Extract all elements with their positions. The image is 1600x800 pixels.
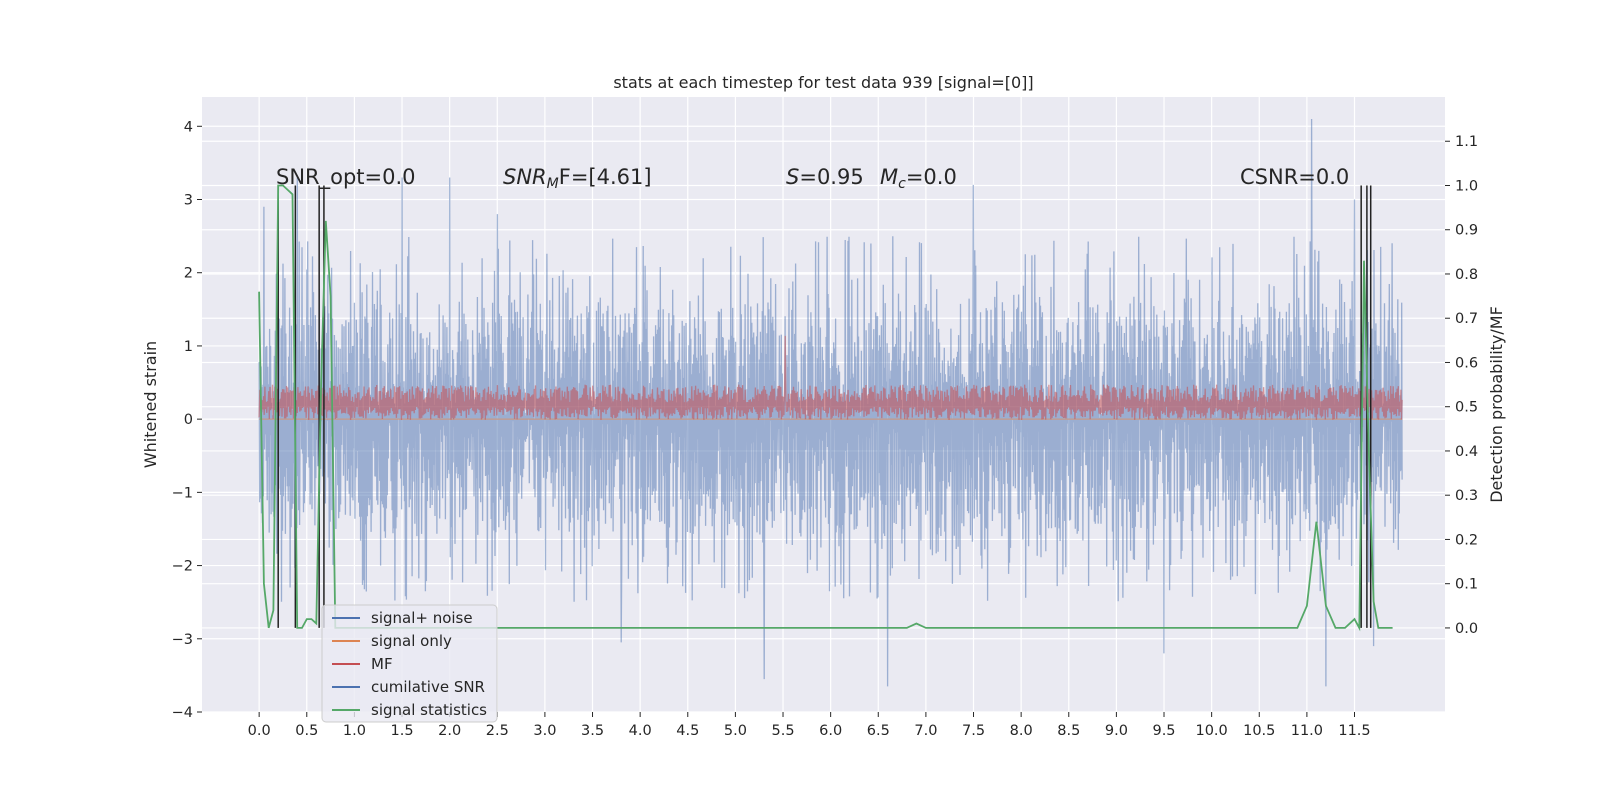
- y-left-tick-label: −1: [172, 485, 193, 501]
- y-right-tick-label: 0.6: [1455, 355, 1478, 371]
- y-left-tick-label: −2: [172, 559, 193, 575]
- y-left-axis-label: Whitened strain: [141, 341, 160, 468]
- series-signal-statistics: [258, 184, 1393, 632]
- y-right-tick-label: 0.1: [1455, 577, 1478, 593]
- legend-label: signal only: [371, 632, 452, 650]
- x-tick-label: 7.5: [962, 723, 985, 739]
- x-tick-label: 8.5: [1057, 723, 1080, 739]
- x-tick-label: 3.0: [533, 723, 556, 739]
- y-right-tick-label: 0.9: [1455, 223, 1478, 239]
- y-right-tick-label: 0.8: [1455, 267, 1478, 283]
- x-tick-label: 2.5: [486, 723, 509, 739]
- x-tick-label: 6.5: [867, 723, 890, 739]
- legend: signal+ noise signal only MF cumilative SNR…: [321, 604, 498, 723]
- x-tick-label: 10.0: [1195, 723, 1227, 739]
- y-left-tick-label: 1: [184, 339, 193, 355]
- x-tick-label: 5.0: [724, 723, 747, 739]
- annotation-mc: Mc=0.0: [880, 165, 957, 192]
- y-left-tick-label: −4: [172, 705, 193, 721]
- y-right-tick-label: 0.3: [1455, 488, 1478, 504]
- legend-label: signal statistics: [371, 701, 487, 719]
- y-left-tick-label: 0: [184, 412, 193, 428]
- x-tick-label: 0.0: [248, 723, 271, 739]
- annotation-snr-opt: SNR_opt=0.0: [276, 165, 416, 190]
- y-right-tick-label: 0.7: [1455, 311, 1478, 327]
- x-tick-label: 2.0: [438, 723, 461, 739]
- x-tick-label: 4.5: [676, 723, 699, 739]
- x-tick-label: 4.0: [629, 723, 652, 739]
- y-left-tick-label: 4: [184, 119, 193, 135]
- y-right-axis-label: Detection probability/MF: [1487, 306, 1506, 503]
- x-tick-label: 9.5: [1152, 723, 1175, 739]
- x-tick-label: 1.0: [343, 723, 366, 739]
- y-right-tick-label: 0.0: [1455, 621, 1478, 637]
- x-tick-label: 9.0: [1105, 723, 1128, 739]
- y-left-tick-label: 3: [184, 193, 193, 209]
- y-right-tick-label: 0.5: [1455, 400, 1478, 416]
- x-tick-label: 3.5: [581, 723, 604, 739]
- series-signal-noise: [258, 118, 1403, 687]
- y-right-tick-label: 0.4: [1455, 444, 1478, 460]
- x-tick-label: 10.5: [1243, 723, 1275, 739]
- y-left-tick-label: 2: [184, 266, 193, 282]
- y-left-tick-label: −3: [172, 632, 193, 648]
- legend-box: [321, 604, 498, 723]
- x-tick-label: 6.0: [819, 723, 842, 739]
- legend-label: MF: [371, 655, 393, 673]
- x-tick-label: 11.0: [1291, 723, 1323, 739]
- x-tick-label: 1.5: [390, 723, 413, 739]
- annotation-snr-mf: SNRMF=[4.61]: [503, 165, 652, 192]
- x-tick-label: 5.5: [771, 723, 794, 739]
- x-tick-label: 7.0: [914, 723, 937, 739]
- y-right-tick-label: 0.2: [1455, 532, 1478, 548]
- y-right-tick-label: 1.1: [1455, 134, 1478, 150]
- x-tick-label: 0.5: [295, 723, 318, 739]
- legend-label: cumilative SNR: [371, 678, 485, 696]
- axes: 0.0 0.5 1.0 1.5 2.0 2.5 3.0 3.5 4.0 4.5 5.0 5.5 6.0 6…: [172, 119, 1478, 739]
- chart-title: stats at each timestep for test data 939…: [613, 73, 1033, 92]
- plot-area: 0.0 0.5 1.0 1.5 2.0 2.5 3.0 3.5 4.0 4.5 5.0 5.5 6.0 6…: [141, 73, 1506, 739]
- annotation-csnr: CSNR=0.0: [1240, 165, 1349, 189]
- x-tick-label: 11.5: [1338, 723, 1370, 739]
- annotation-s: S=0.95: [786, 165, 864, 189]
- series-mf: [258, 335, 1403, 421]
- legend-label: signal+ noise: [371, 609, 473, 627]
- x-tick-label: 8.0: [1010, 723, 1033, 739]
- y-right-tick-label: 1.0: [1455, 178, 1478, 194]
